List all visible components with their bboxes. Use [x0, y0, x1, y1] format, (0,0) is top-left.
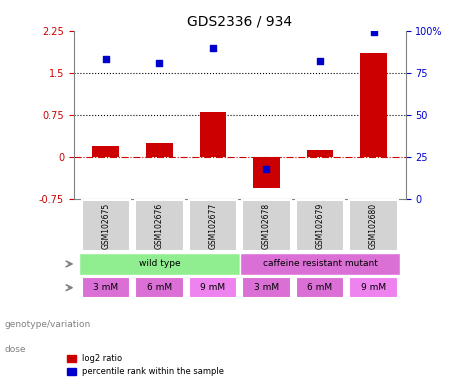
Bar [360, 53, 387, 157]
Text: GSM102675: GSM102675 [101, 203, 110, 249]
Text: 3 mM: 3 mM [254, 283, 279, 292]
Text: 9 mM: 9 mM [361, 283, 386, 292]
Bar [93, 146, 119, 157]
Point [209, 45, 217, 51]
FancyBboxPatch shape [242, 277, 290, 298]
FancyBboxPatch shape [240, 253, 400, 275]
FancyBboxPatch shape [82, 277, 130, 298]
Text: GSM102678: GSM102678 [262, 203, 271, 249]
Text: GSM102676: GSM102676 [155, 203, 164, 249]
FancyBboxPatch shape [296, 200, 344, 251]
Point [263, 166, 270, 172]
FancyBboxPatch shape [82, 200, 130, 251]
Text: 9 mM: 9 mM [201, 283, 225, 292]
FancyBboxPatch shape [136, 200, 183, 251]
Text: GSM102677: GSM102677 [208, 203, 218, 249]
Bar [146, 143, 173, 157]
Point [156, 60, 163, 66]
Text: GSM102679: GSM102679 [315, 203, 325, 249]
FancyBboxPatch shape [349, 200, 398, 251]
Legend: log2 ratio, percentile rank within the sample: log2 ratio, percentile rank within the s… [64, 351, 228, 380]
Text: 6 mM: 6 mM [147, 283, 172, 292]
Title: GDS2336 / 934: GDS2336 / 934 [187, 14, 292, 28]
Text: 3 mM: 3 mM [93, 283, 118, 292]
Bar [253, 157, 280, 188]
Point [316, 58, 324, 64]
Text: caffeine resistant mutant: caffeine resistant mutant [263, 260, 378, 268]
FancyBboxPatch shape [242, 200, 290, 251]
FancyBboxPatch shape [296, 277, 344, 298]
Bar [307, 151, 333, 157]
Text: dose: dose [5, 345, 26, 354]
Text: genotype/variation: genotype/variation [5, 320, 91, 329]
FancyBboxPatch shape [189, 277, 237, 298]
Bar [200, 112, 226, 157]
Point [370, 29, 377, 35]
Text: GSM102680: GSM102680 [369, 203, 378, 249]
Point [102, 56, 110, 63]
FancyBboxPatch shape [79, 253, 240, 275]
Text: 6 mM: 6 mM [307, 283, 332, 292]
FancyBboxPatch shape [189, 200, 237, 251]
FancyBboxPatch shape [136, 277, 183, 298]
FancyBboxPatch shape [349, 277, 398, 298]
Text: wild type: wild type [139, 260, 180, 268]
